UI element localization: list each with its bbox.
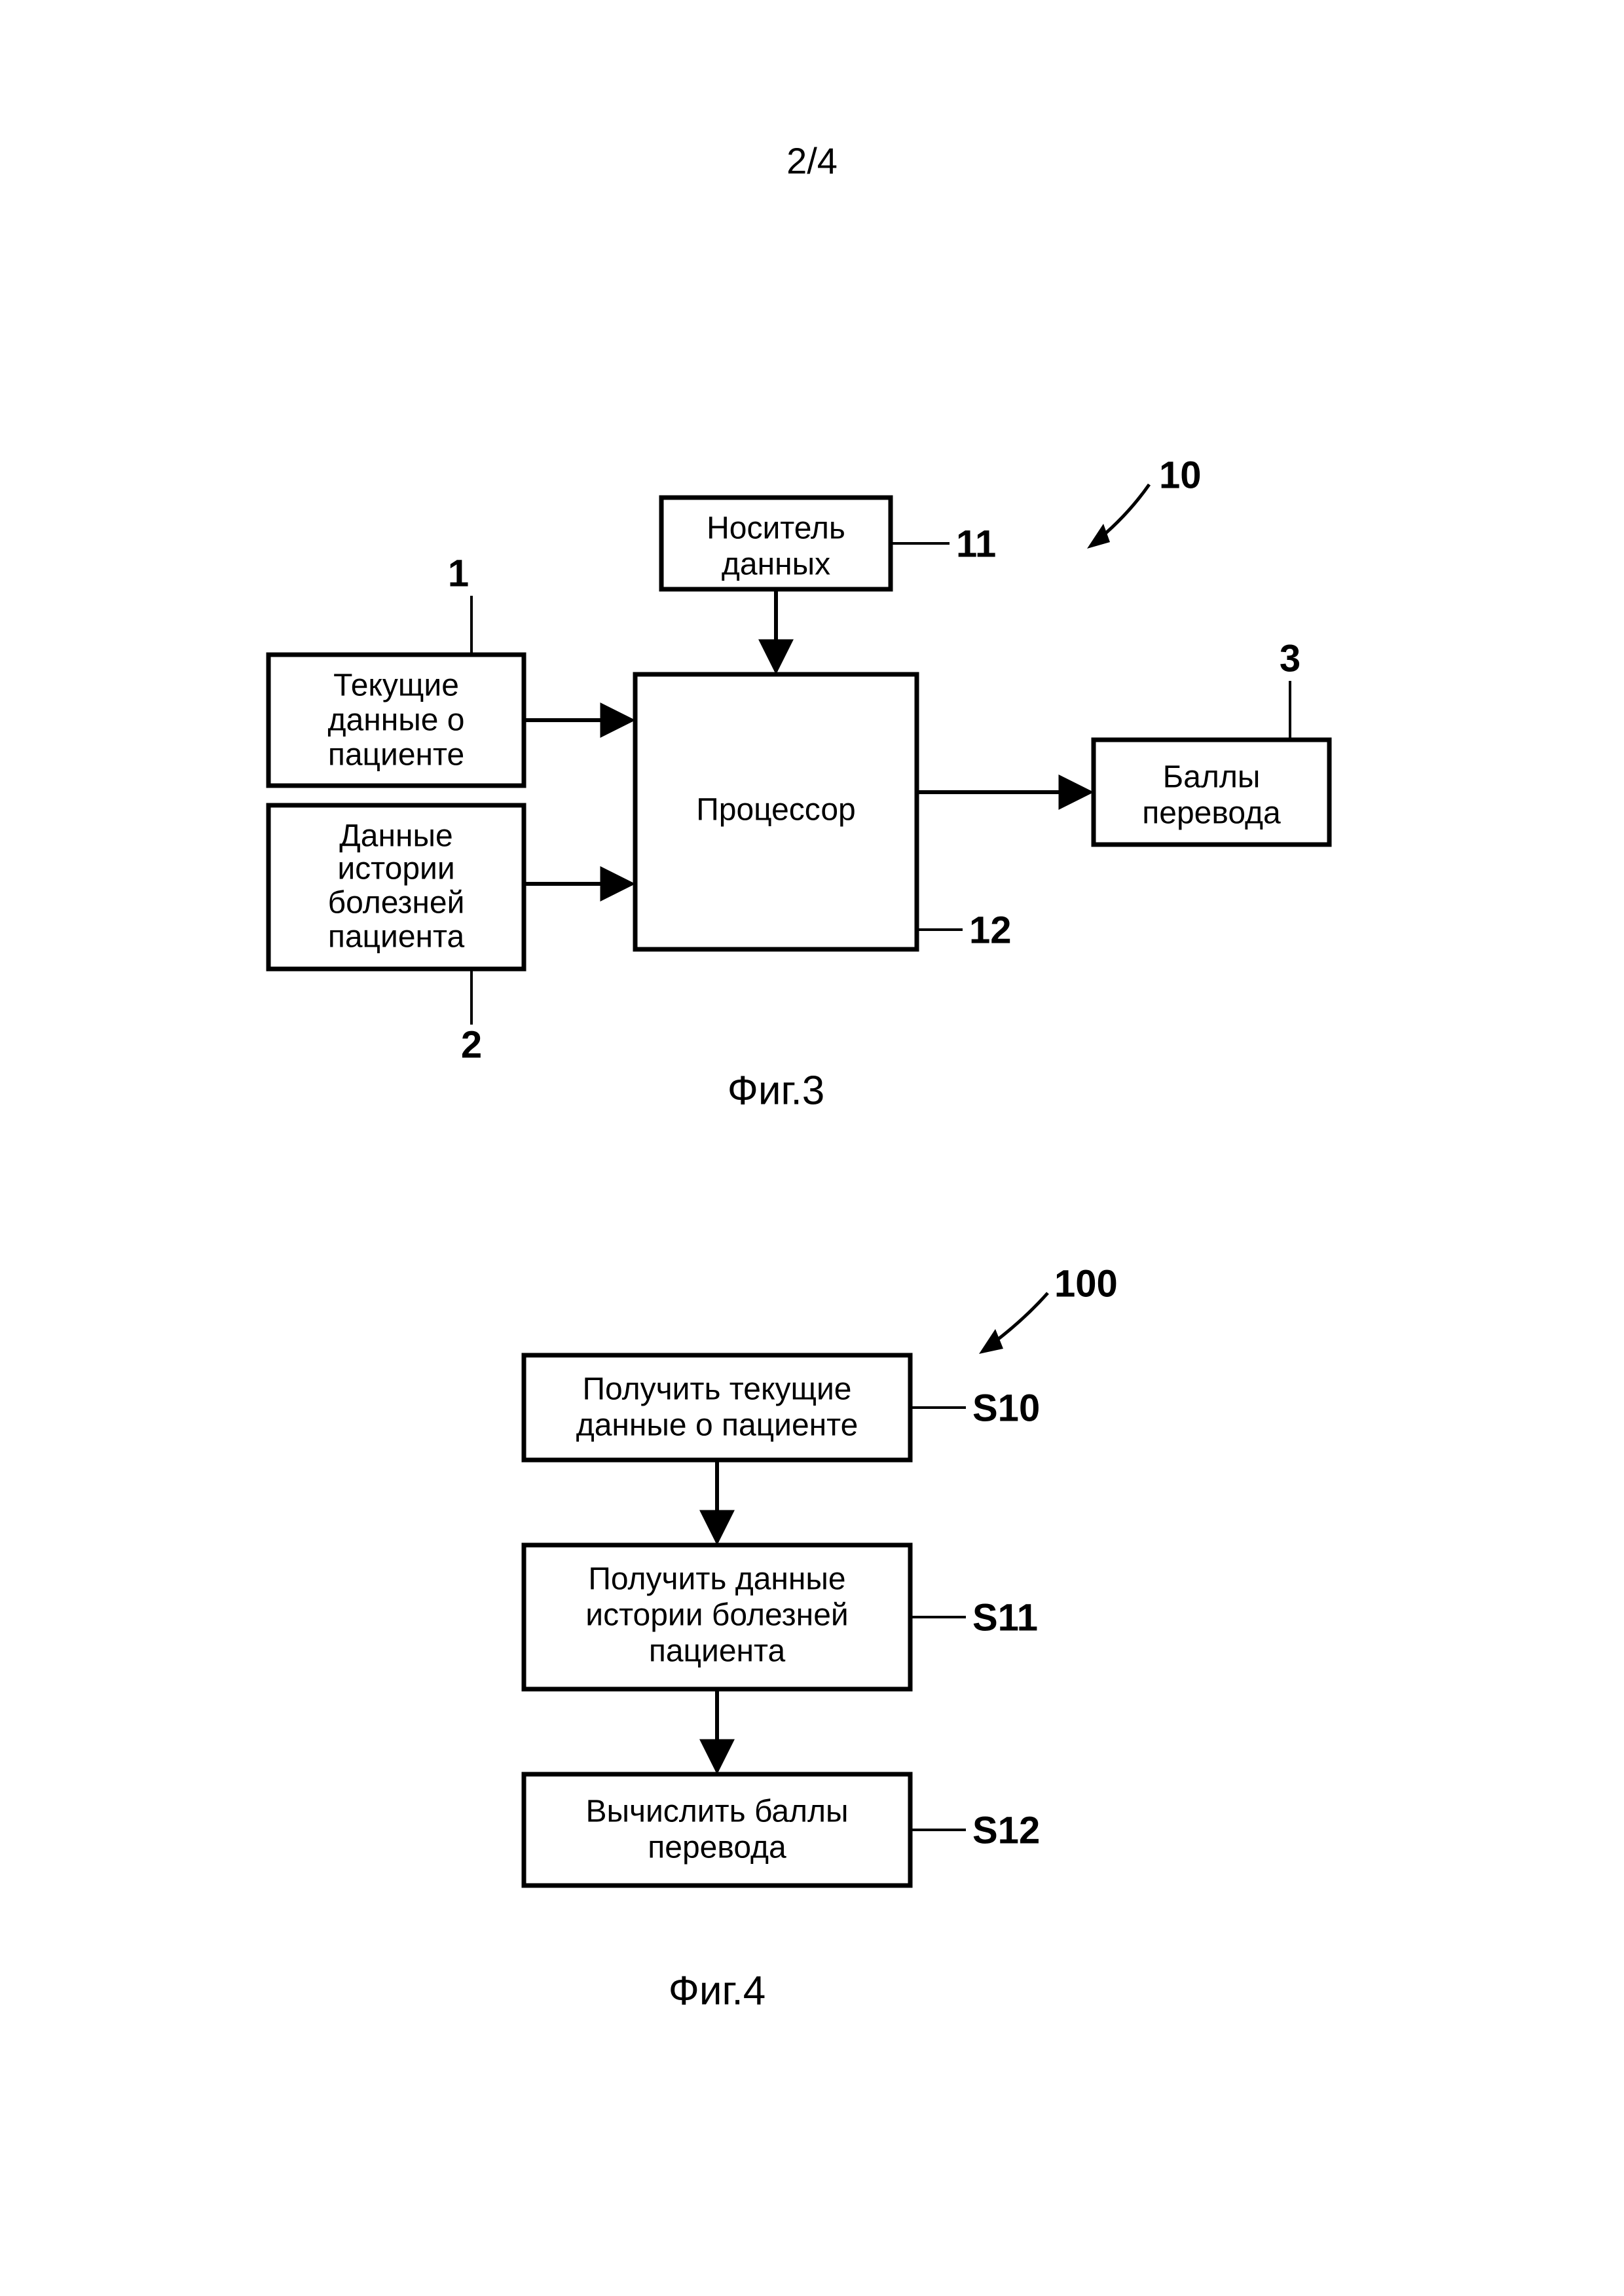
fig3-current-line2: данные о bbox=[328, 703, 465, 738]
fig3-storage-line2: данных bbox=[722, 547, 830, 582]
fig4-step1-ref: S10 bbox=[972, 1387, 1040, 1429]
fig4-step2-line3: пациента bbox=[649, 1634, 786, 1669]
fig3-output-ref: 3 bbox=[1280, 637, 1301, 680]
page-number: 2/4 bbox=[786, 140, 838, 181]
fig4-method-ref-arrowhead bbox=[979, 1329, 1003, 1354]
fig4-caption: Фиг.4 bbox=[669, 1968, 766, 2013]
fig4-step1-line1: Получить текущие bbox=[583, 1372, 852, 1407]
fig3-system-ref-arrowhead bbox=[1087, 524, 1110, 549]
fig4-step3-ref: S12 bbox=[972, 1809, 1040, 1851]
figure-4: 100 Получить текущие данные о пациенте S… bbox=[524, 1262, 1118, 2013]
fig3-output-line2: перевода bbox=[1142, 796, 1281, 831]
diagram-canvas: 2/4 10 Носитель данных 11 Процессор 12 Т… bbox=[0, 0, 1624, 2296]
fig4-method-ref: 100 bbox=[1054, 1262, 1118, 1305]
fig3-storage-line1: Носитель bbox=[707, 511, 845, 546]
fig4-step2-line2: истории болезней bbox=[585, 1598, 848, 1633]
fig3-history-line2: истории bbox=[337, 852, 454, 886]
fig3-history-line3: болезней bbox=[328, 886, 465, 920]
fig3-history-line1: Данные bbox=[339, 819, 452, 854]
fig4-step2-line1: Получить данные bbox=[588, 1562, 845, 1597]
fig4-step3-line1: Вычислить баллы bbox=[585, 1795, 848, 1829]
fig3-system-ref: 10 bbox=[1159, 454, 1202, 496]
fig3-output-line1: Баллы bbox=[1163, 760, 1261, 795]
fig3-current-ref: 1 bbox=[448, 552, 469, 594]
fig4-step1-line2: данные о пациенте bbox=[576, 1408, 858, 1443]
fig3-storage-ref: 11 bbox=[956, 522, 996, 565]
fig3-current-line1: Текущие bbox=[333, 668, 459, 703]
fig3-history-line4: пациента bbox=[328, 920, 465, 955]
figure-3: 10 Носитель данных 11 Процессор 12 Текущ… bbox=[268, 454, 1329, 1113]
fig3-processor-ref: 12 bbox=[969, 909, 1012, 951]
fig4-step3-line2: перевода bbox=[648, 1831, 786, 1865]
fig3-processor-label: Процессор bbox=[696, 793, 855, 828]
fig4-step2-ref: S11 bbox=[972, 1596, 1038, 1639]
fig3-caption: Фиг.3 bbox=[728, 1068, 825, 1113]
fig3-history-ref: 2 bbox=[461, 1023, 482, 1066]
fig3-current-line3: пациенте bbox=[328, 738, 464, 773]
